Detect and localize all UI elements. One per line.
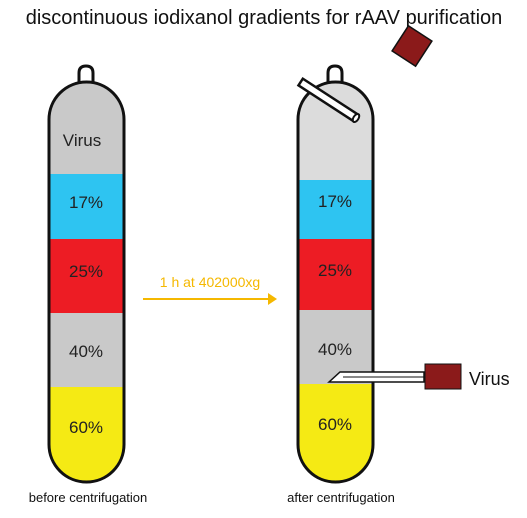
tube-after: 17% 25% 40% 60%: [296, 64, 375, 484]
layer-label-after-60: 60%: [318, 415, 352, 434]
layer-after-60: [298, 384, 373, 482]
caption-before: before centrifugation: [29, 490, 148, 505]
layer-label-before-17: 17%: [69, 193, 103, 212]
diagram-title: discontinuous iodixanol gradients for rA…: [26, 7, 503, 29]
layer-after-25: [298, 239, 373, 310]
tube-cap-before: [77, 64, 95, 82]
arrow-right-icon: [143, 293, 277, 305]
layer-before-17: [49, 174, 124, 239]
layer-label-after-40: 40%: [318, 340, 352, 359]
layer-before-25: [49, 239, 124, 313]
layer-label-after-17: 17%: [318, 192, 352, 211]
layer-before-60: [49, 387, 124, 482]
layer-before-40: [49, 313, 124, 387]
layer-label-before-40: 40%: [69, 342, 103, 361]
caption-after: after centrifugation: [287, 490, 395, 505]
pipette-icon: [296, 24, 433, 124]
layer-label-after-25: 25%: [318, 261, 352, 280]
tube-before: Virus 17% 25% 40% 60%: [47, 64, 126, 484]
syringe-needle-icon: [327, 363, 462, 390]
tube-outline-after: [296, 80, 375, 484]
layer-label-before-virus: Virus: [63, 131, 101, 150]
extracted-virus-label: Virus: [469, 369, 510, 389]
arrow-label: 1 h at 402000xg: [160, 274, 260, 290]
tube-outline-before: [47, 80, 126, 484]
tube-cap-after: [326, 64, 344, 82]
layer-after-top: [298, 82, 373, 180]
layer-label-before-25: 25%: [69, 262, 103, 281]
layer-label-before-60: 60%: [69, 418, 103, 437]
layer-before-virus: [49, 82, 124, 174]
layer-after-17: [298, 180, 373, 239]
